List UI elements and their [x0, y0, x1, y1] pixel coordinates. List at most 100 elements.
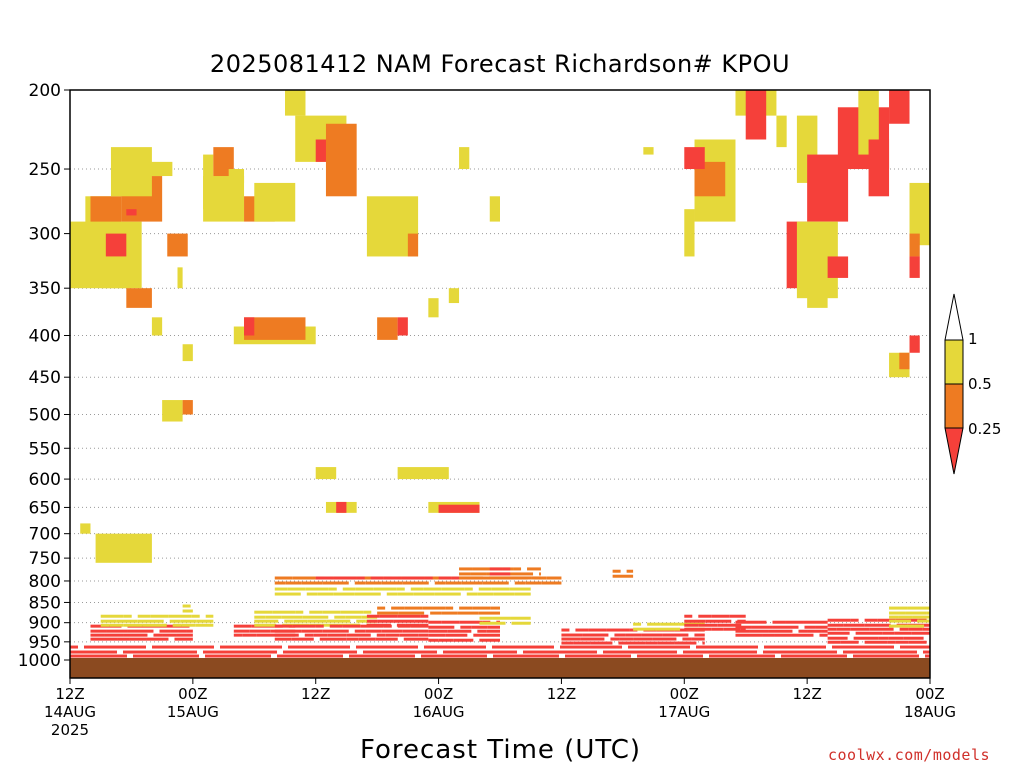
richardson-cells: [70, 90, 930, 658]
y-tick-label-600: 600: [29, 470, 61, 490]
ri-band-21: [377, 606, 500, 615]
y-tick-label-500: 500: [29, 406, 61, 426]
credit-link[interactable]: coolwx.com/models: [828, 746, 991, 764]
ri-cell-58: [684, 147, 705, 170]
x-tick-label-2-0: 12Z: [301, 685, 330, 703]
ri-band-19: [274, 587, 531, 596]
x-tick-label-5-0: 00Z: [670, 685, 699, 703]
ri-band-22: [612, 569, 634, 578]
ri-cell-20: [244, 317, 255, 336]
x-tick-label-7-0: 00Z: [915, 685, 944, 703]
ri-cell-41: [80, 523, 91, 534]
y-tick-label-350: 350: [29, 279, 61, 299]
ri-cell-67: [151, 317, 163, 336]
colorbar-label-1: 0.5: [968, 375, 992, 393]
ri-cell-63: [899, 352, 910, 370]
ri-cell-44: [745, 90, 767, 140]
ri-cell-40: [438, 504, 480, 513]
colorbar-top-arrow: [944, 293, 964, 341]
ri-cell-68: [182, 344, 193, 362]
x-tick-label-1-0: 00Z: [178, 685, 207, 703]
x-tick-label-1-1: 15AUG: [167, 703, 219, 721]
colorbar-orange: [944, 383, 964, 429]
ri-cell-19: [244, 317, 306, 340]
ri-cell-35: [315, 467, 337, 480]
ri-band-1: [90, 624, 193, 641]
ri-cell-21: [285, 90, 306, 116]
y-tick-label-650: 650: [29, 498, 61, 518]
x-tick-label-0-0: 12Z: [55, 685, 84, 703]
y-axis: 200 250 300 350 400 450 500 550 600 650 700 750 8008…: [18, 81, 70, 671]
ri-cell-65: [909, 256, 920, 278]
ri-cell-42: [95, 533, 152, 563]
ri-band-12: [735, 620, 828, 637]
y-tick-label-950: 950: [29, 633, 61, 653]
ri-cell-29: [428, 298, 439, 318]
y-tick-label-1000: 1000: [18, 651, 61, 671]
chart-title: 2025081412 NAM Forecast Richardson# KPOU: [209, 50, 791, 78]
x-tick-label-7-1: 18AUG: [904, 703, 956, 721]
y-tick-label-300: 300: [29, 225, 61, 245]
x-tick-label-5-1: 17AUG: [658, 703, 710, 721]
ri-cell-50: [889, 90, 910, 124]
ri-band-14: [889, 606, 930, 628]
x-tick-label-0-1: 14AUG: [44, 703, 96, 721]
ri-cell-33: [162, 400, 183, 422]
y-tick-label-550: 550: [29, 439, 61, 459]
ri-cell-45: [776, 115, 787, 148]
ri-cell-27: [377, 317, 398, 340]
ri-cell-36: [397, 467, 449, 480]
colorbar-bottom-arrow: [944, 427, 964, 475]
ri-cell-11: [177, 267, 183, 289]
ri-cell-9: [141, 161, 173, 177]
ri-band-0: [70, 645, 930, 658]
colorbar: 1 0.5 0.25: [944, 293, 1001, 475]
ri-cell-60: [909, 182, 930, 246]
colorbar-label-0: 1: [968, 330, 978, 348]
y-tick-label-850: 850: [29, 593, 61, 613]
ri-cell-51: [807, 154, 849, 222]
ground-surface: [70, 658, 930, 678]
ri-band-8: [479, 616, 531, 625]
ri-cell-4: [126, 209, 137, 216]
x-tick-label-6-0: 12Z: [792, 685, 821, 703]
ri-band-18: [489, 567, 511, 576]
colorbar-label-2: 0.25: [968, 420, 1001, 438]
plot-frame: [69, 89, 931, 679]
ri-cell-69: [643, 147, 654, 155]
ri-cell-31: [448, 288, 460, 304]
ri-band-6: [366, 614, 429, 627]
y-tick-label-900: 900: [29, 614, 61, 634]
ri-cell-64: [909, 335, 920, 353]
ri-cell-28: [397, 317, 408, 336]
ri-cell-26: [407, 233, 419, 257]
y-tick-label-400: 400: [29, 326, 61, 346]
x-tick-label-3-1: 16AUG: [413, 703, 465, 721]
ri-cell-30: [459, 147, 470, 170]
ri-cell-24: [325, 123, 357, 197]
y-tick-label-750: 750: [29, 549, 61, 569]
ri-cell-61: [909, 233, 920, 257]
ri-cell-6: [100, 256, 132, 289]
ri-cell-54: [827, 256, 849, 278]
x-tick-label-3-0: 00Z: [424, 685, 453, 703]
y-tick-label-200: 200: [29, 81, 61, 101]
ri-cell-17: [254, 182, 296, 222]
y-tick-label-450: 450: [29, 368, 61, 388]
ri-cell-49: [868, 139, 890, 197]
x-tick-label-4-0: 12Z: [547, 685, 576, 703]
ri-cell-66: [807, 288, 828, 308]
y-tick-label-800: 800: [29, 572, 61, 592]
y-tick-label-700: 700: [29, 525, 61, 545]
ri-cell-15: [203, 176, 245, 222]
ri-cell-38: [336, 501, 347, 513]
x-tick-label-0-2: 2025: [51, 721, 89, 739]
colorbar-yellow: [944, 339, 964, 385]
ri-cell-2: [90, 196, 122, 222]
ri-cell-32: [489, 196, 500, 222]
ri-cell-48: [858, 90, 879, 155]
ri-band-4: [254, 610, 378, 627]
ri-cell-10: [167, 233, 188, 257]
